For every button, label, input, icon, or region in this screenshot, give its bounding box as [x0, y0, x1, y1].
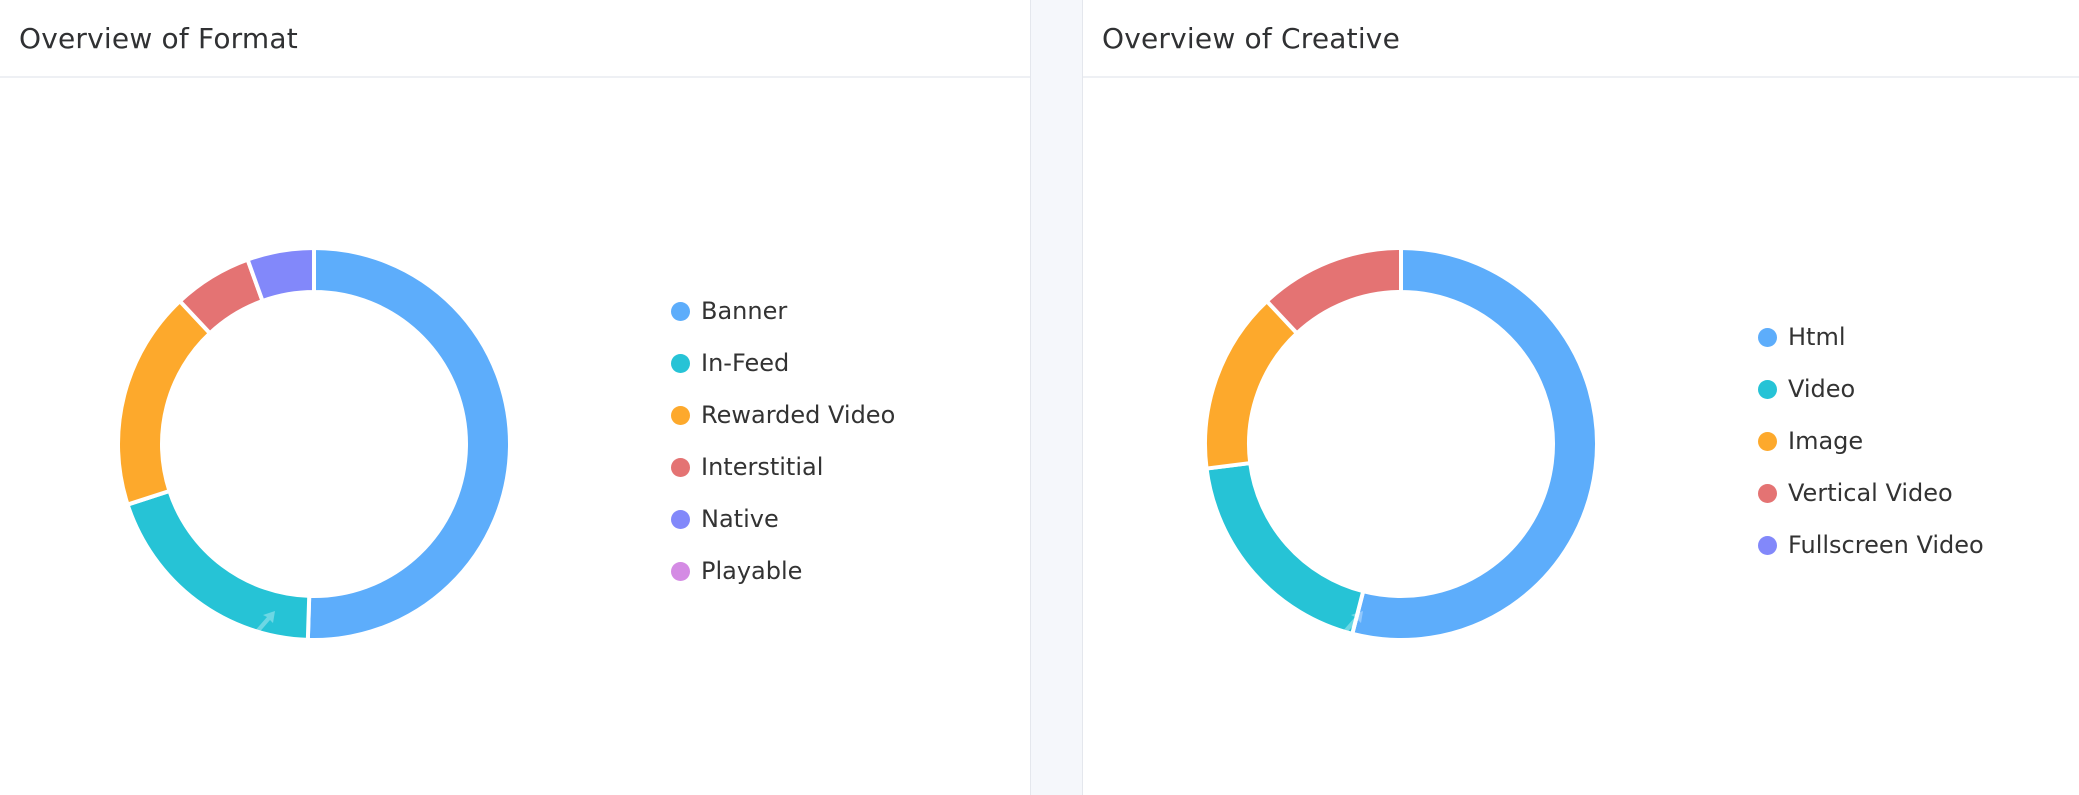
format-card-title: Overview of Format [19, 21, 298, 55]
creative-slice-vertical-video[interactable] [1264, 246, 1403, 336]
format-legend-item-playable[interactable]: Playable [671, 545, 895, 597]
legend-dot-icon [1758, 535, 1777, 555]
creative-card-body: Html Video Image Vertical Video Fullscreen V… [1083, 78, 2079, 795]
creative-legend-item-video[interactable]: Video [1758, 363, 1984, 415]
creative-legend-label: Image [1788, 427, 1864, 455]
creative-card-header: Overview of Creative [1083, 0, 2079, 78]
format-legend-item-banner[interactable]: Banner [671, 285, 895, 337]
legend-dot-icon [671, 353, 690, 373]
format-legend: Banner In-Feed Rewarded Video Interstitial N… [671, 285, 895, 597]
watermark-logo-icon [253, 611, 275, 635]
creative-slice-image[interactable] [1203, 299, 1299, 471]
creative-legend-item-html[interactable]: Html [1758, 311, 1984, 363]
creative-legend-label: Vertical Video [1788, 479, 1953, 507]
format-legend-label: Rewarded Video [701, 401, 896, 429]
legend-dot-icon [671, 457, 690, 477]
legend-dot-icon [1758, 431, 1777, 451]
creative-legend-item-vertical-video[interactable]: Vertical Video [1758, 467, 1984, 519]
format-legend-item-interstitial[interactable]: Interstitial [671, 441, 895, 493]
creative-card-title: Overview of Creative [1102, 21, 1400, 55]
format-legend-label: Native [701, 505, 779, 533]
format-legend-label: Playable [701, 557, 803, 585]
legend-dot-icon [1758, 483, 1777, 503]
format-legend-label: Interstitial [701, 453, 824, 481]
format-overview-card: Overview of Format Banner In-Feed Rewarded… [0, 0, 1031, 795]
format-legend-item-native[interactable]: Native [671, 493, 895, 545]
creative-legend-item-image[interactable]: Image [1758, 415, 1984, 467]
creative-legend-label: Html [1788, 323, 1846, 351]
format-legend-item-in-feed[interactable]: In-Feed [671, 337, 895, 389]
legend-dot-icon [671, 405, 690, 425]
watermark-logo-icon [1341, 611, 1363, 635]
legend-dot-icon [1758, 327, 1777, 347]
legend-dot-icon [671, 301, 690, 321]
legend-dot-icon [671, 509, 690, 529]
format-legend-label: In-Feed [701, 349, 790, 377]
creative-legend-item-fullscreen-video[interactable]: Fullscreen Video [1758, 519, 1984, 571]
format-donut-chart[interactable] [114, 244, 514, 644]
creative-overview-card: Overview of Creative Html Video Image Verti… [1082, 0, 2079, 795]
format-card-header: Overview of Format [0, 0, 1030, 78]
format-slice-rewarded-video[interactable] [116, 299, 212, 507]
legend-dot-icon [671, 561, 690, 581]
format-card-body: Banner In-Feed Rewarded Video Interstitial N… [0, 78, 1030, 795]
format-slice-native[interactable] [245, 246, 316, 303]
creative-legend: Html Video Image Vertical Video Fullscreen V… [1758, 311, 1984, 571]
format-legend-item-rewarded-video[interactable]: Rewarded Video [671, 389, 895, 441]
creative-legend-label: Fullscreen Video [1788, 531, 1984, 559]
creative-legend-label: Video [1788, 375, 1856, 403]
creative-donut-chart[interactable] [1201, 244, 1601, 644]
creative-slice-html[interactable] [1350, 246, 1599, 642]
format-slice-banner[interactable] [305, 246, 512, 642]
format-legend-label: Banner [701, 297, 788, 325]
legend-dot-icon [1758, 379, 1777, 399]
